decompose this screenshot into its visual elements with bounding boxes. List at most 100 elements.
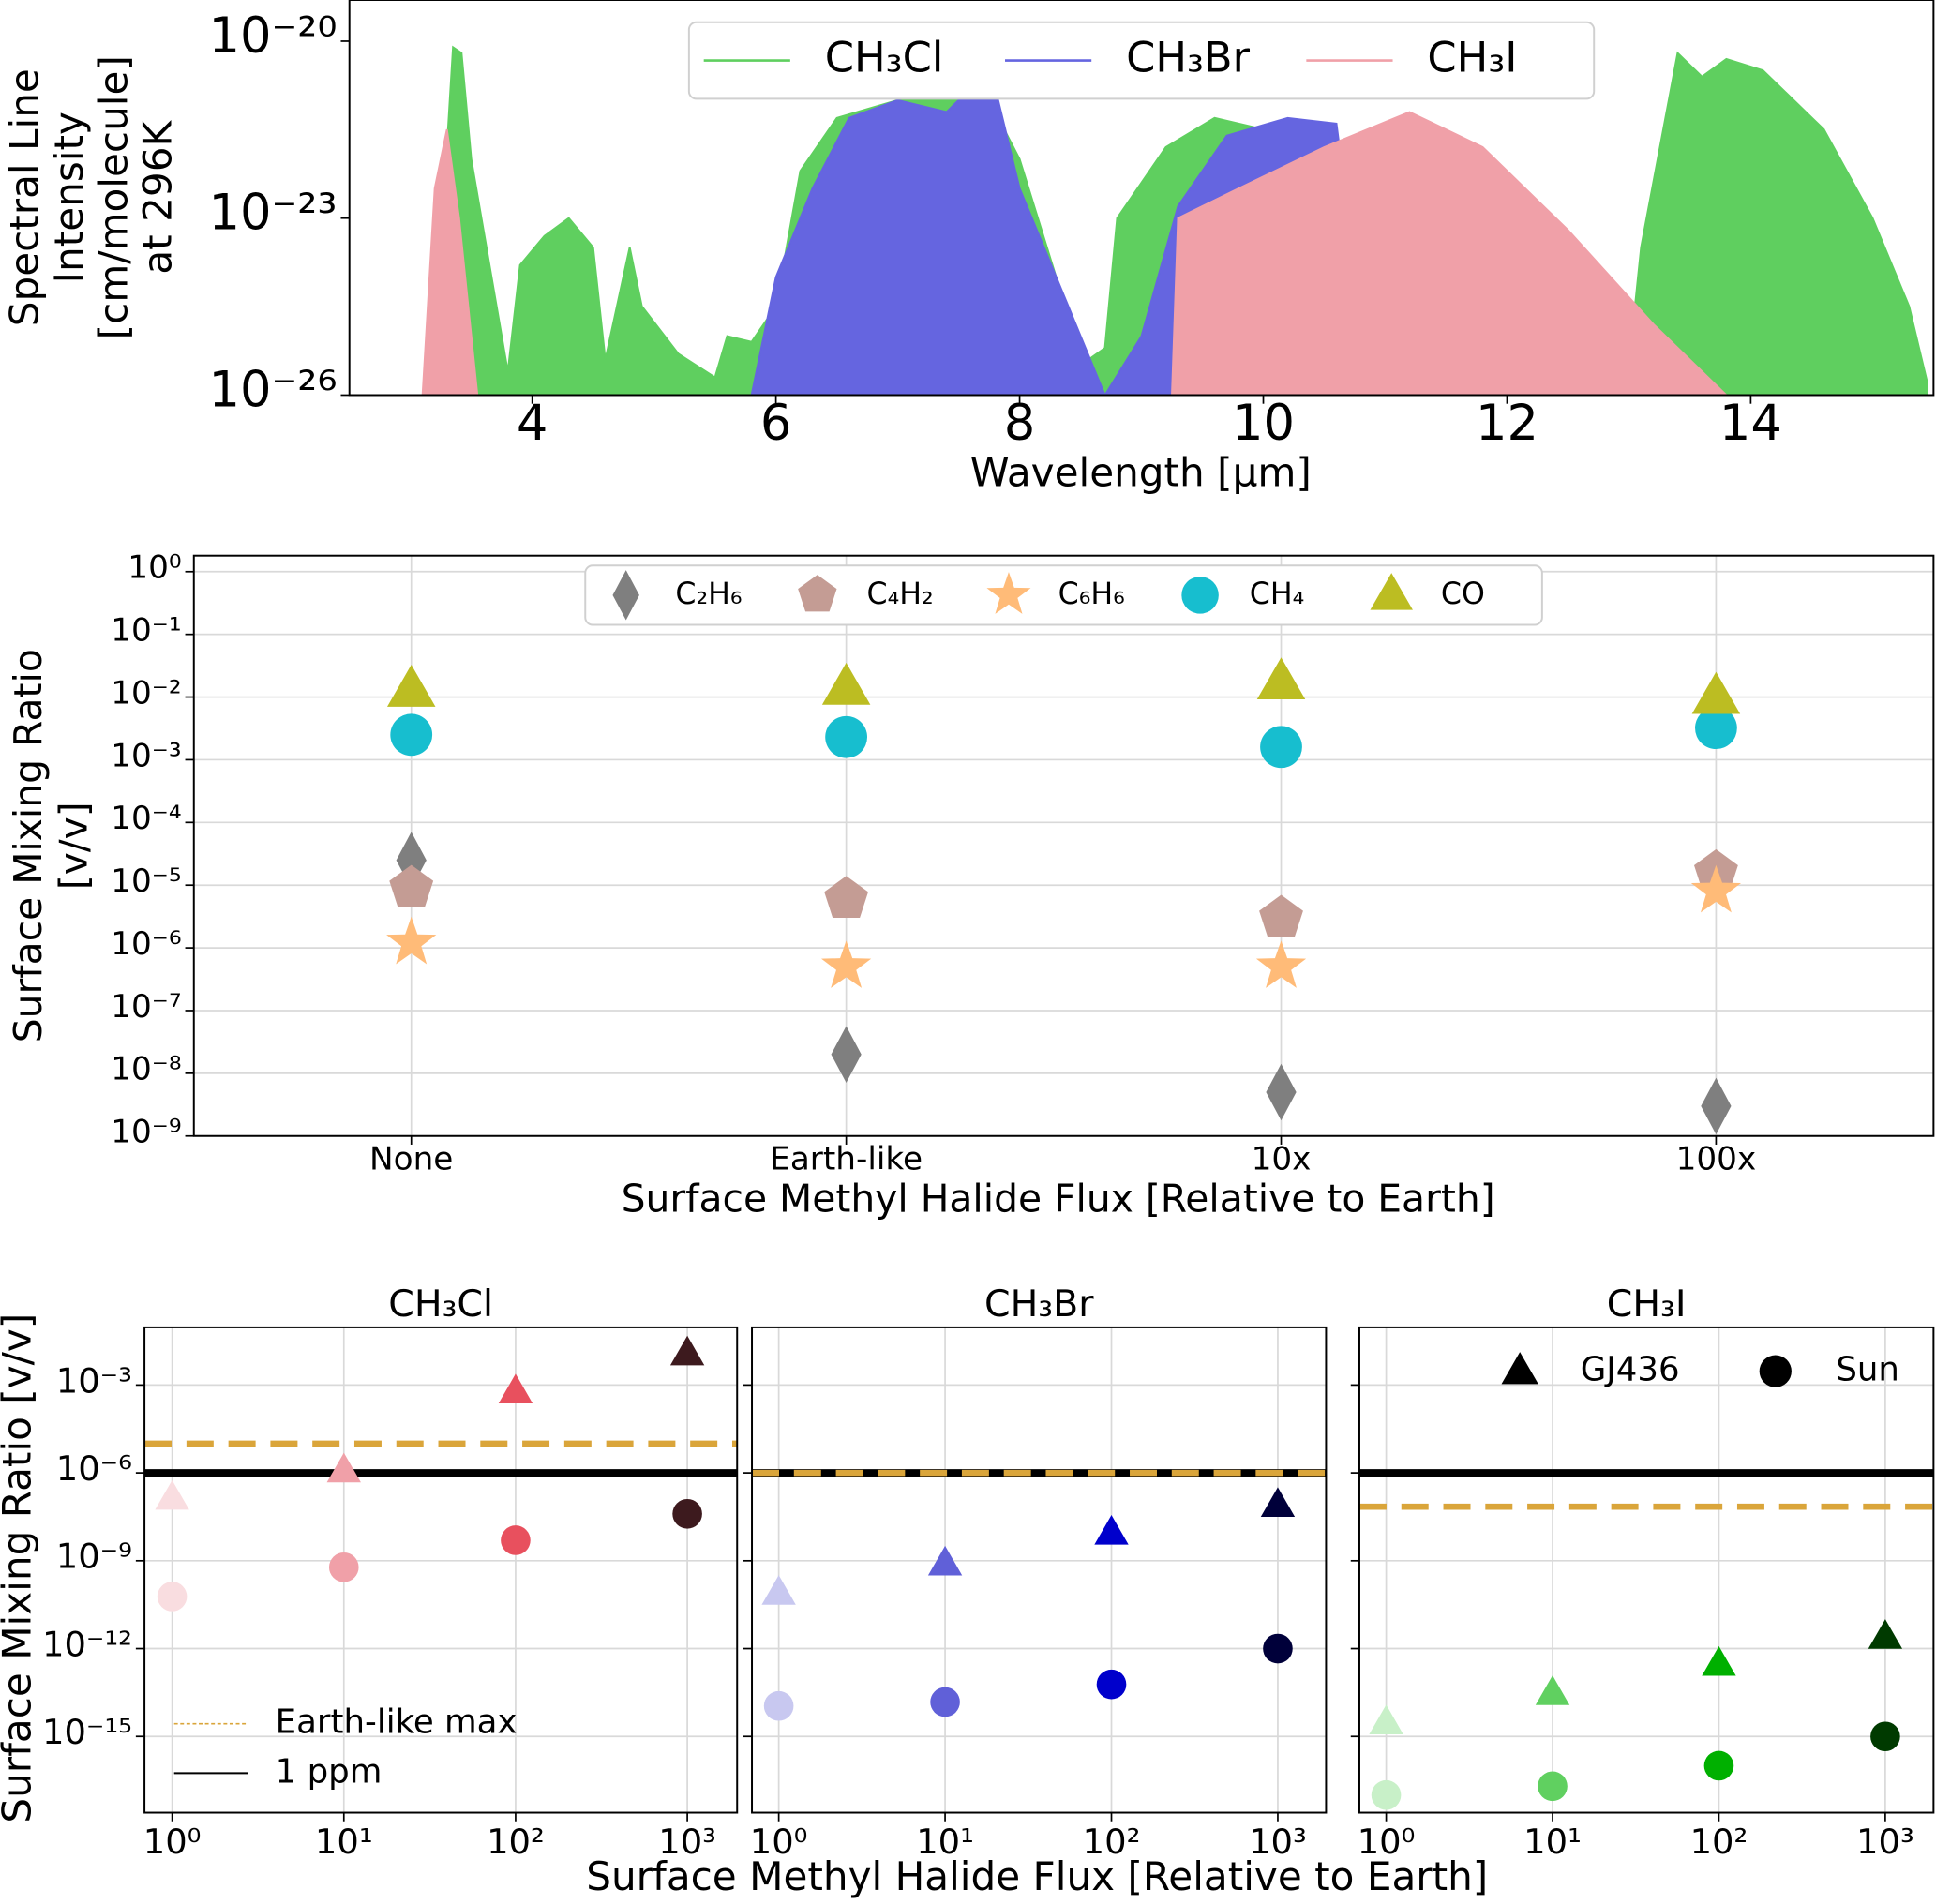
plot-content [386, 657, 1742, 1135]
x-tick-label: 10³ [1856, 1822, 1914, 1862]
y-axis-label: [cm/molecule] [90, 55, 136, 339]
x-tick-label: 10⁰ [143, 1822, 202, 1862]
x-tick-label: 4 [517, 395, 548, 452]
plot-content [752, 1469, 1327, 1721]
point [761, 1575, 796, 1605]
plot-area [1358, 1327, 1934, 1813]
point [1868, 1619, 1903, 1649]
point [1371, 1779, 1402, 1810]
legend-label: 1 ppm [276, 1752, 383, 1791]
legend-label: Earth-like max [276, 1703, 518, 1742]
x-axis-label: Surface Methyl Halide Flux [Relative to … [622, 1177, 1495, 1222]
x-tick-label: 10³ [658, 1822, 716, 1862]
point [501, 1525, 531, 1555]
legend-label: GJ436 [1581, 1351, 1680, 1389]
plot-area [752, 1327, 1327, 1813]
legend-frame [687, 21, 1596, 100]
y-tick-label: 10⁰ [128, 549, 181, 587]
subplot-title: CH₃Br [984, 1282, 1094, 1326]
y-axis-label: Surface Mixing Ratio [6, 649, 51, 1042]
x-tick-label: 10¹ [916, 1822, 974, 1862]
x-tick-label: Earth-like [770, 1141, 923, 1178]
point [328, 1552, 359, 1582]
point [390, 713, 433, 757]
axes-frame [143, 1326, 739, 1814]
subplot-title: CH₃I [1607, 1282, 1687, 1326]
x-tick-label: 8 [1004, 395, 1036, 452]
point [825, 715, 868, 758]
point [386, 916, 437, 965]
legend-label: C₆H₆ [1058, 577, 1125, 611]
y-tick-label: 10⁻⁹ [111, 1114, 181, 1151]
y-tick-label: 10⁻¹ [111, 612, 181, 650]
plot-content [421, 45, 1928, 396]
plot-content [1358, 1469, 1934, 1810]
point [763, 1690, 794, 1721]
point [157, 1582, 188, 1612]
point [1259, 894, 1303, 937]
y-tick-label: 10⁻¹⁵ [42, 1712, 132, 1752]
plot-area [193, 555, 1934, 1136]
x-tick-label: 10² [487, 1822, 545, 1862]
point [326, 1452, 361, 1483]
y-tick-label: 10⁻² [111, 674, 181, 712]
point [1369, 1704, 1403, 1734]
legend-marker [1181, 577, 1219, 614]
legend: Earth-like max 1 ppm [173, 1703, 518, 1791]
y-tick-label: 10⁻²⁶ [208, 361, 337, 418]
x-tick-label: 10³ [1249, 1822, 1307, 1862]
point [1260, 726, 1302, 769]
y-tick-label: 10⁻⁹ [56, 1537, 132, 1577]
point [1690, 864, 1742, 913]
legend: C₂H₆ C₄H₂ C₆H₆ CH₄ CO [584, 564, 1543, 626]
point [389, 864, 434, 907]
x-tick-label: 10⁰ [1358, 1822, 1416, 1862]
point [1695, 707, 1737, 750]
legend-marker [1370, 573, 1413, 610]
point [1703, 1750, 1734, 1781]
point [1701, 1077, 1732, 1135]
legend-label: CH₃Cl [825, 33, 944, 82]
x-axis-label: Wavelength [μm] [970, 450, 1312, 496]
subplot: 10⁻²⁶ 10⁻²³ 10⁻²⁰ 4 6 8 10 12 14 Wavelength [μm] S… [1, 0, 1935, 496]
y-tick-label: 10⁻⁸ [111, 1051, 181, 1088]
point [821, 662, 871, 705]
point [1255, 940, 1307, 988]
point [1260, 1487, 1296, 1518]
x-tick-label: 10¹ [315, 1822, 373, 1862]
legend-label: CH₃Br [1126, 33, 1251, 82]
y-axis-label: Surface Mixing Ratio [v/v] [0, 1313, 40, 1823]
y-tick-label: 10⁻³ [111, 737, 181, 774]
point [820, 940, 872, 988]
y-tick-label: 10⁻²³ [208, 185, 337, 242]
legend-label: C₂H₆ [675, 577, 742, 611]
point [930, 1687, 960, 1717]
legend: CH₃Cl CH₃Br CH₃I [687, 21, 1596, 100]
y-tick-label: 10⁻⁶ [56, 1448, 132, 1489]
legend-label: CO [1441, 577, 1485, 611]
y-axis-label: [v/v] [52, 802, 97, 890]
x-tick-label: 12 [1476, 395, 1538, 452]
y-tick-label: 10⁻¹² [42, 1624, 132, 1664]
x-tick-label: 10² [1083, 1822, 1141, 1862]
plot-area [144, 1327, 738, 1813]
point [155, 1479, 189, 1510]
subplot: 10⁰ 10¹ 10² 10³ CH₃I GJ436 Sun [1350, 1282, 1935, 1862]
point [672, 1498, 702, 1529]
point [1870, 1721, 1900, 1752]
axes-frame [192, 554, 1935, 1137]
y-tick-label: 10⁻²⁰ [208, 7, 337, 65]
point [1691, 671, 1741, 714]
point [386, 665, 436, 707]
subplot-title: CH₃Cl [388, 1282, 493, 1326]
point [1538, 1771, 1568, 1802]
legend: GJ436 Sun [1501, 1351, 1899, 1389]
legend-marker [1759, 1355, 1792, 1387]
point [1263, 1633, 1293, 1664]
y-axis-label: Intensity [46, 112, 92, 283]
point [1096, 1669, 1127, 1700]
spectrum-area [1171, 111, 1728, 396]
y-tick-label: 10⁻⁶ [111, 925, 181, 963]
